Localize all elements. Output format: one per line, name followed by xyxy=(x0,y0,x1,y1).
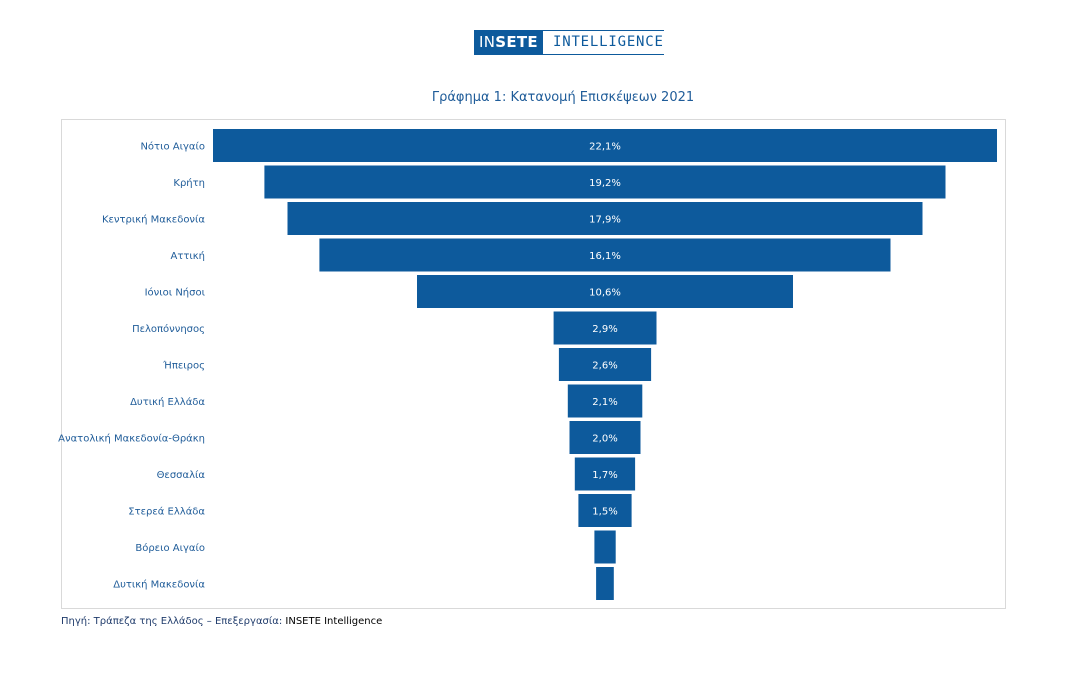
category-label: Βόρειο Αιγαίο xyxy=(135,542,205,554)
source-note: Πηγή: Τράπεζα της Ελλάδος – Επεξεργασία:… xyxy=(61,616,382,627)
category-label: Στερεά Ελλάδα xyxy=(128,506,205,518)
category-label: Κρήτη xyxy=(173,177,205,189)
logo-box-prefix: IN xyxy=(479,33,496,51)
bar-7 xyxy=(567,384,643,418)
category-label: Ήπειρος xyxy=(162,360,205,372)
source-prefix: Πηγή: Τράπεζα της Ελλάδος – Επεξεργασία: xyxy=(61,616,286,627)
value-label: 2,0% xyxy=(592,434,617,445)
value-label: 1,7% xyxy=(592,470,617,481)
value-label: 10,6% xyxy=(589,288,621,299)
bar-1 xyxy=(264,165,946,199)
category-label: Ιόνιοι Νήσοι xyxy=(145,287,206,299)
logo-box: INSETE xyxy=(474,30,543,55)
bar-3 xyxy=(319,238,891,272)
bar-2 xyxy=(287,202,923,235)
bar-4 xyxy=(417,275,793,308)
category-label: Δυτική Ελλάδα xyxy=(130,396,205,408)
category-label: Ανατολική Μακεδονία-Θράκη xyxy=(58,433,205,445)
category-label: Αττική xyxy=(171,250,206,262)
value-label: 16,1% xyxy=(589,251,621,262)
value-label: 1,5% xyxy=(592,507,617,518)
category-label: Θεσσαλία xyxy=(157,469,206,481)
category-label: Πελοπόννησος xyxy=(132,323,205,335)
insete-logo: INSETE INTELLIGENCE xyxy=(474,30,664,55)
bar-8 xyxy=(569,421,641,454)
value-label: 17,9% xyxy=(589,215,621,226)
logo-box-bold: SETE xyxy=(495,33,538,51)
source-brand: INSETE Intelligence xyxy=(285,616,383,627)
chart-frame xyxy=(61,119,1006,609)
bar-5 xyxy=(553,311,657,345)
bar-6 xyxy=(558,348,652,381)
value-label: 2,1% xyxy=(592,397,617,408)
chart-title: Γράφημα 1: Κατανομή Επισκέψεων 2021 xyxy=(431,90,695,105)
value-label: 22,1% xyxy=(589,142,621,153)
category-label: Δυτική Μακεδονία xyxy=(113,579,205,591)
value-label: 19,2% xyxy=(589,178,621,189)
logo-text: INTELLIGENCE xyxy=(542,30,664,55)
bar-11 xyxy=(594,530,616,564)
value-label: 2,9% xyxy=(592,324,617,335)
category-label: Νότιο Αιγαίο xyxy=(140,141,205,153)
bar-0 xyxy=(213,129,997,162)
bar-12 xyxy=(596,567,614,600)
value-label: 2,6% xyxy=(592,361,617,372)
bar-10 xyxy=(578,494,632,527)
bar-9 xyxy=(574,457,636,491)
category-label: Κεντρική Μακεδονία xyxy=(102,214,205,226)
